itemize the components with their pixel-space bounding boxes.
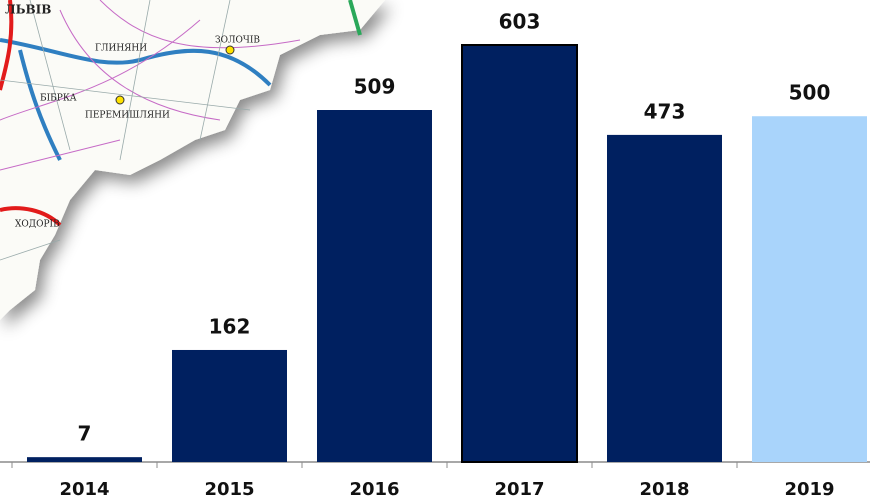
map-road: [348, 0, 362, 36]
x-tick-label: 2019: [784, 479, 834, 500]
map: ЛЬВІВ ГЛИНЯНИ ЗОЛОЧІВ БІБРКА ПЕРЕМИШЛЯНИ…: [0, 0, 385, 320]
map-label: ХОДОРІВ: [15, 220, 60, 230]
map-point: [115, 95, 125, 105]
x-tick-label: 2016: [349, 479, 399, 500]
bar: [461, 44, 578, 463]
x-tick-label: 2017: [494, 479, 544, 500]
value-label: 473: [644, 99, 686, 123]
map-road: [0, 38, 272, 87]
x-tick-label: 2018: [639, 479, 689, 500]
map-shape: [0, 0, 385, 320]
map-road: [0, 206, 62, 227]
x-tick-label: 2015: [204, 479, 254, 500]
map-label: ЗОЛОЧІВ: [215, 36, 260, 46]
value-label: 162: [209, 314, 251, 338]
map-point: [225, 45, 235, 55]
map-label: ПЕРЕМИШЛЯНИ: [85, 111, 170, 121]
bar: [317, 110, 432, 462]
map-border: [0, 0, 301, 171]
value-label: 7: [78, 422, 92, 446]
bar: [752, 116, 867, 463]
value-label: 603: [499, 10, 541, 34]
map-label: БІБРКА: [40, 94, 77, 104]
x-tick-label: 2014: [59, 479, 109, 500]
bar: [172, 349, 287, 462]
map-label: ГЛИНЯНИ: [95, 44, 147, 54]
map-road: [18, 49, 62, 161]
map-line: [0, 0, 251, 261]
value-label: 509: [354, 75, 396, 99]
bar: [27, 457, 142, 462]
map-label: ЛЬВІВ: [5, 3, 51, 17]
value-label: 500: [789, 81, 831, 105]
map-road: [0, 0, 14, 91]
bar: [607, 134, 722, 462]
